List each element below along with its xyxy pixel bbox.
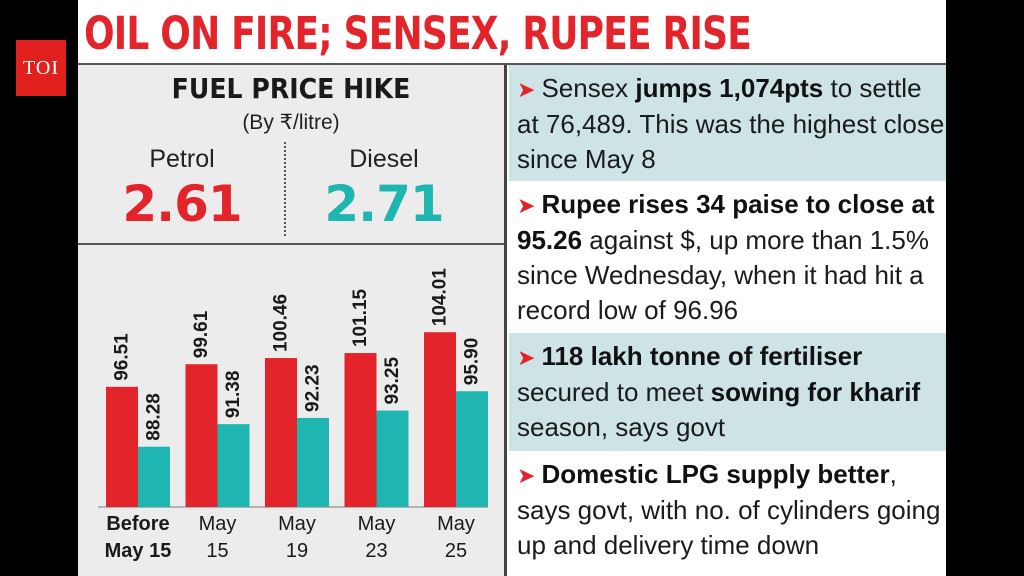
petrol-bar: [185, 364, 218, 507]
petrol-value-label: 104.01: [430, 268, 451, 327]
bullet-text: jumps 1,074pts: [635, 73, 824, 103]
diesel-value-label: 93.25: [382, 357, 403, 405]
bullet-text: secured to meet: [517, 377, 711, 407]
x-tick-label: May 15: [105, 540, 172, 562]
headline-divider: [78, 63, 946, 65]
diesel-value-label: 88.28: [144, 393, 165, 441]
bullet-text: Domestic LPG supply better: [541, 459, 890, 489]
arrow-icon: ➤: [517, 345, 536, 370]
x-tick-label: May: [278, 513, 316, 535]
bullet-text: Rupee rises 34 paise to close at 95.26: [517, 189, 935, 255]
petrol-value-label: 96.51: [112, 333, 133, 381]
petrol-hike: Petrol 2.61: [82, 145, 282, 232]
x-tick-label: Before: [106, 513, 169, 535]
petrol-value-label: 99.61: [191, 310, 212, 358]
petrol-bar: [265, 358, 297, 507]
x-tick-label: May: [199, 513, 237, 535]
diesel-hike: Diesel 2.71: [284, 145, 484, 232]
diesel-bar: [138, 446, 170, 507]
arrow-icon: ➤: [517, 193, 536, 218]
fuel-panel-unit: (By ₹/litre): [242, 111, 340, 134]
x-tick-label: 23: [365, 540, 387, 562]
petrol-bar: [424, 332, 456, 507]
diesel-bar: [376, 410, 409, 507]
diesel-bar: [297, 417, 329, 507]
petrol-label: Petrol: [149, 145, 215, 173]
dotted-divider: [284, 142, 286, 236]
diesel-value-label: 92.23: [303, 364, 324, 412]
diesel-bar: [456, 391, 488, 507]
bullet-text: against $, up more than 1.5% since Wedne…: [517, 225, 929, 325]
petrol-hike-value: 2.61: [122, 175, 242, 233]
headline: OIL ON FIRE; SENSEX, RUPEE RISE: [84, 7, 752, 60]
infographic-card: OIL ON FIRE; SENSEX, RUPEE RISE FUEL PRI…: [78, 0, 946, 576]
bullet-rupee: ➤ Rupee rises 34 paise to close at 95.26 …: [509, 181, 946, 333]
diesel-hike-value: 2.71: [324, 175, 444, 233]
bullet-fertiliser: ➤ 118 lakh tonne of fertiliser secured to…: [509, 333, 946, 451]
fuel-price-bar-chart: 96.51 88.28 Before May 15 99.61 91.38 May 15 100…: [98, 268, 488, 562]
x-tick-label: 15: [206, 540, 228, 562]
fuel-panel-title: FUEL PRICE HIKE: [171, 72, 411, 105]
bullet-text: sowing for kharif: [710, 377, 921, 407]
bullet-text: season, says govt: [517, 412, 726, 442]
panel-divider: [504, 65, 507, 576]
arrow-icon: ➤: [517, 463, 536, 488]
bullet-lpg: ➤ Domestic LPG supply better, says govt, …: [509, 451, 946, 576]
petrol-bar: [106, 386, 138, 507]
diesel-value-label: 91.38: [223, 371, 244, 419]
arrow-icon: ➤: [517, 77, 536, 102]
diesel-label: Diesel: [349, 145, 419, 173]
petrol-bar: [344, 353, 377, 507]
diesel-value-label: 95.90: [462, 338, 483, 386]
petrol-value-label: 100.46: [271, 294, 292, 352]
x-tick-label: 19: [286, 540, 308, 562]
x-tick-label: 25: [445, 540, 467, 562]
bullet-text: to settle at 76,489. This was the highes…: [517, 73, 945, 174]
diesel-bar: [217, 424, 250, 507]
petrol-value-label: 101.15: [350, 288, 371, 347]
bullet-text: Sensex: [541, 73, 636, 103]
x-tick-label: May: [437, 513, 475, 535]
bullet-sensex: ➤ Sensex jumps 1,074pts to settle at 76,4…: [509, 65, 946, 181]
bullet-text: , says govt, with no. of cylinders going…: [517, 459, 941, 560]
x-tick-label: May: [358, 513, 396, 535]
bullet-text: 118 lakh tonne of fertiliser: [541, 341, 863, 371]
toi-logo: TOI: [16, 40, 66, 96]
chart-divider: [78, 243, 504, 245]
